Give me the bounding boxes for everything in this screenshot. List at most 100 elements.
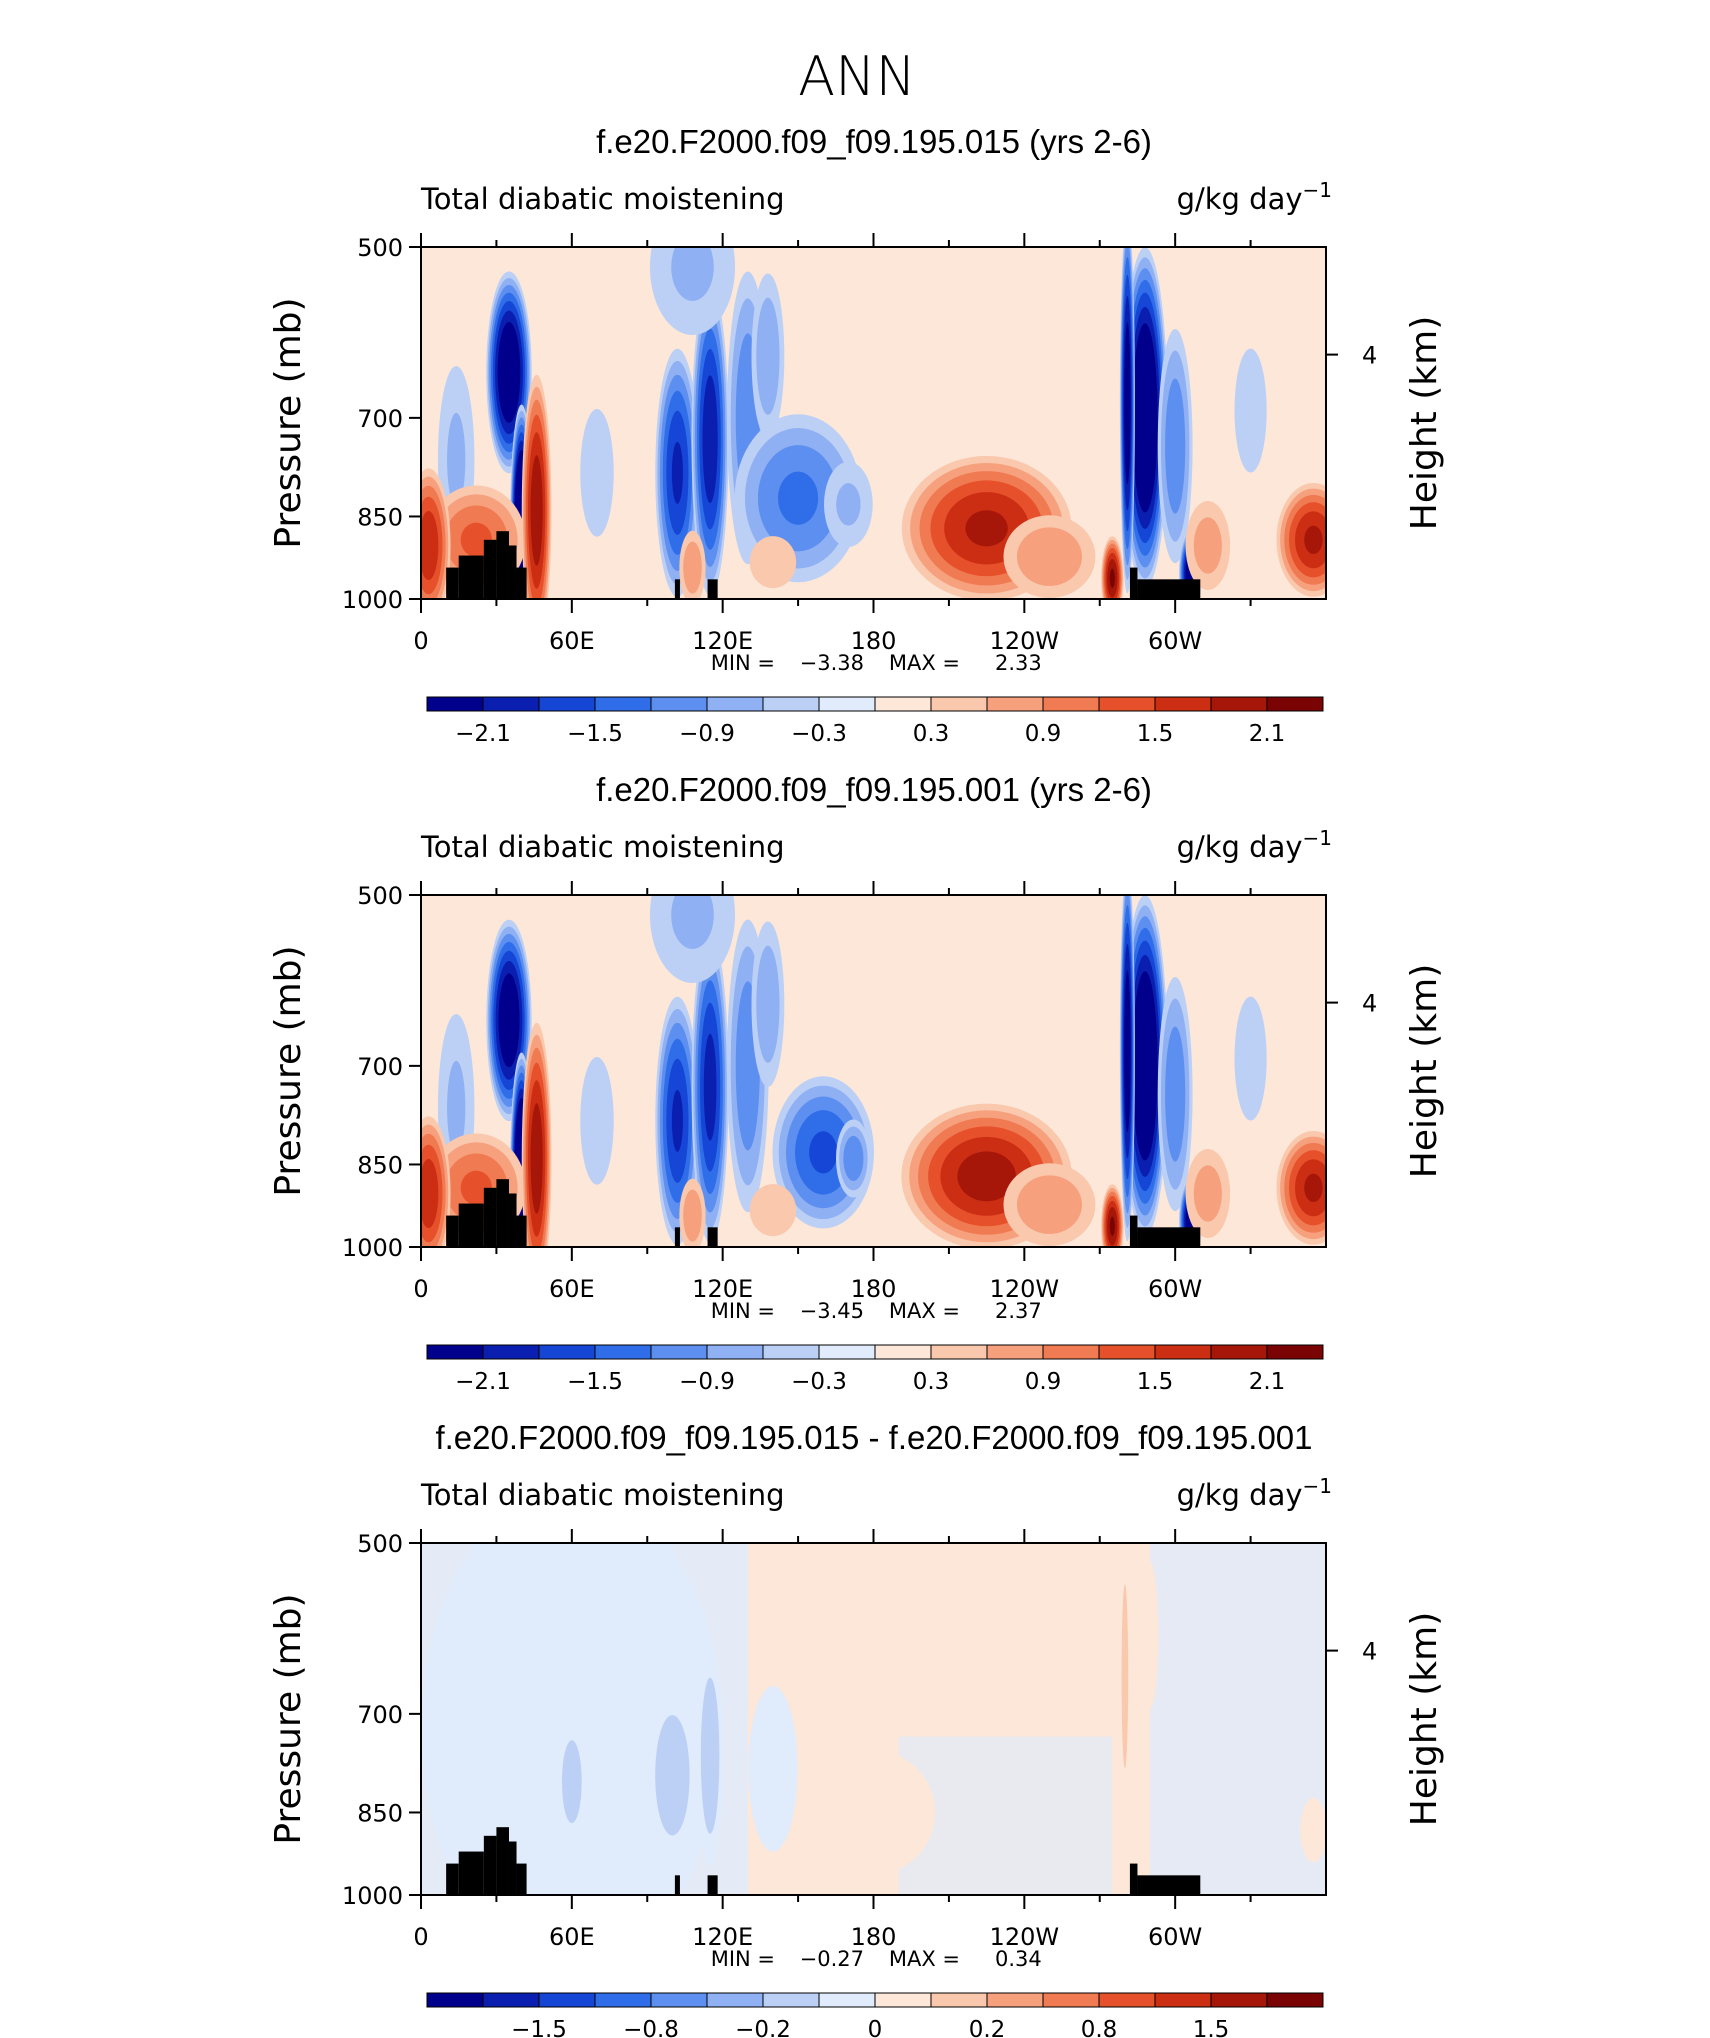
- contour-level: [1165, 1026, 1186, 1162]
- contour-level: [1016, 1175, 1082, 1234]
- colorbar-swatch: [1210, 1344, 1268, 1360]
- contour-level: [836, 483, 861, 526]
- colorbar-label: 0.2: [969, 2017, 1006, 2038]
- colorbar-label: 1.5: [1137, 1369, 1174, 1395]
- topography: [446, 1863, 459, 1895]
- colorbar-swatch: [538, 1992, 596, 2008]
- colorbar-label: −0.3: [791, 721, 847, 747]
- colorbar-label: −0.9: [679, 721, 735, 747]
- x-tick-label: 120E: [692, 1275, 753, 1303]
- panel-title: f.e20.F2000.f09_f09.195.015 - f.e20.F200…: [435, 1419, 1312, 1456]
- colorbar-label: 2.1: [1249, 721, 1286, 747]
- contour-level: [671, 247, 714, 301]
- y-tick-label: 1000: [342, 1234, 403, 1262]
- contour-level: [748, 1686, 798, 1852]
- contour-level: [778, 471, 819, 525]
- x-tick-label: 180: [851, 1275, 897, 1303]
- colorbar-label: −0.3: [791, 1369, 847, 1395]
- colorbar-swatch: [986, 1992, 1044, 2008]
- colorbar-swatch: [650, 696, 708, 712]
- colorbar-swatch: [1098, 1344, 1156, 1360]
- field-negative-region: [1150, 1543, 1326, 1895]
- colorbar-label: −1.5: [567, 721, 623, 747]
- colorbar-swatch: [1266, 1992, 1324, 2008]
- colorbar-swatch: [594, 1992, 652, 2008]
- colorbar-swatch: [818, 696, 876, 712]
- units-label: g/kg day−1: [1177, 178, 1332, 216]
- panel-title: f.e20.F2000.f09_f09.195.015 (yrs 2-6): [596, 123, 1152, 160]
- x-tick-label: 120W: [990, 627, 1060, 655]
- x-tick-label: 60W: [1148, 627, 1202, 655]
- y-tick-label: 1000: [342, 1882, 403, 1910]
- min-label: MIN =: [711, 1947, 775, 1971]
- contour-level: [447, 412, 466, 507]
- x-tick-label: 120E: [692, 627, 753, 655]
- panel-3: f.e20.F2000.f09_f09.195.015 - f.e20.F200…: [268, 1419, 1445, 2038]
- y2-axis-label: Height (km): [1404, 964, 1445, 1178]
- colorbar-swatch: [874, 1344, 932, 1360]
- x-tick-label: 0: [413, 1275, 428, 1303]
- topography: [496, 1827, 509, 1895]
- colorbar-swatch: [538, 1344, 596, 1360]
- x-tick-label: 60E: [549, 1275, 595, 1303]
- colorbar-swatch: [1154, 1344, 1212, 1360]
- colorbar-swatch: [930, 696, 988, 712]
- units-exponent: −1: [1303, 1474, 1332, 1498]
- contour-level: [1109, 1216, 1115, 1236]
- y-tick-label: 500: [357, 882, 403, 910]
- contour-level: [1109, 568, 1115, 588]
- colorbar-label: −2.1: [455, 721, 511, 747]
- contour-level: [700, 1677, 720, 1834]
- topography: [508, 1841, 517, 1895]
- contour-field: [421, 247, 1326, 599]
- topography: [508, 545, 517, 599]
- min-value: −3.38: [800, 651, 864, 675]
- topography: [674, 1875, 680, 1895]
- topography: [516, 1863, 527, 1895]
- contour-level: [965, 510, 1008, 547]
- topography: [496, 1179, 509, 1247]
- colorbar-label: 1.5: [1193, 2017, 1230, 2038]
- topography: [483, 1835, 497, 1895]
- y-tick-label: 1000: [342, 586, 403, 614]
- colorbar-swatch: [482, 1344, 540, 1360]
- colorbar-swatch: [1098, 696, 1156, 712]
- y-axis-label: Pressure (mb): [268, 1593, 309, 1844]
- colorbar-label: −1.5: [567, 1369, 623, 1395]
- contour-level: [530, 455, 543, 566]
- contour-level: [683, 541, 702, 594]
- units-text: g/kg day: [1177, 1478, 1303, 1512]
- colorbar-swatch: [650, 1992, 708, 2008]
- topography: [516, 567, 527, 599]
- y-tick-label: 850: [357, 1799, 403, 1827]
- panel-title: f.e20.F2000.f09_f09.195.001 (yrs 2-6): [596, 771, 1152, 808]
- units-exponent: −1: [1303, 826, 1332, 850]
- contour-level: [655, 1715, 690, 1836]
- colorbar-label: 2.1: [1249, 1369, 1286, 1395]
- topography: [1129, 1863, 1138, 1895]
- units-label: g/kg day−1: [1177, 1474, 1332, 1512]
- colorbar-label: 0.9: [1025, 1369, 1062, 1395]
- contour-level: [671, 441, 683, 504]
- panel-2: f.e20.F2000.f09_f09.195.001 (yrs 2-6) Tot…: [268, 771, 1445, 1395]
- colorbar-label: 1.5: [1137, 721, 1174, 747]
- contour-level: [421, 511, 439, 580]
- y-tick-label: 500: [357, 234, 403, 262]
- x-tick-label: 60W: [1148, 1923, 1202, 1951]
- colorbar-swatch: [986, 1344, 1044, 1360]
- y2-axis-label: Height (km): [1404, 1612, 1445, 1826]
- colorbar-swatch: [1210, 1992, 1268, 2008]
- colorbar-label: 0.3: [913, 1369, 950, 1395]
- colorbar-swatch: [1042, 696, 1100, 712]
- colorbar-swatch: [426, 1344, 484, 1360]
- topography: [446, 567, 459, 599]
- x-tick-label: 120W: [990, 1923, 1060, 1951]
- topography: [674, 1227, 680, 1247]
- colorbar-label: −0.2: [735, 2017, 791, 2038]
- contour-level: [843, 1135, 864, 1181]
- colorbar-swatch: [1098, 1992, 1156, 2008]
- contour-level: [1125, 362, 1130, 444]
- contour-level: [561, 1740, 582, 1824]
- max-value: 2.37: [995, 1299, 1042, 1323]
- contour-level: [749, 536, 797, 589]
